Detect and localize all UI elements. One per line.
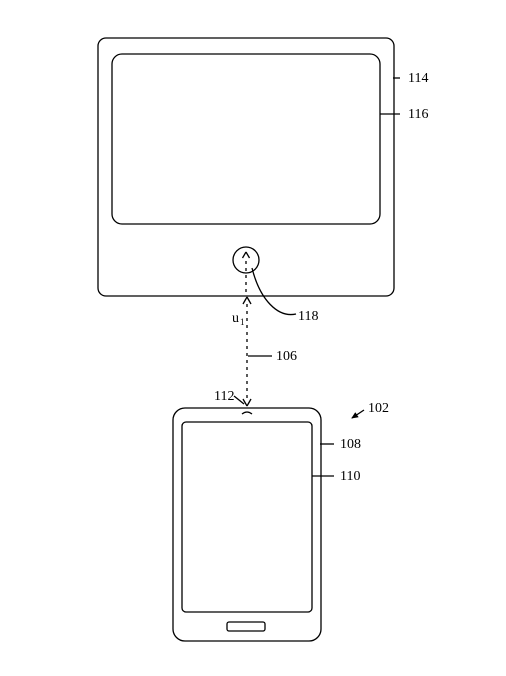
ref-110-label: 110 [340,469,360,484]
gap-arrow-head-top [243,297,247,304]
ref-106-label: 106 [276,349,297,364]
gap-arrow-head-bottom [243,399,247,406]
internal-arrow-head [243,252,247,258]
u1-label: u1 [232,311,245,327]
gap-arrow-head-bottom [247,399,251,406]
lower-device-home-button [227,622,265,631]
ref-112-leader [234,396,244,404]
ref-108-label: 108 [340,437,361,452]
ref-102-leader [352,410,364,418]
ref-114-label: 114 [408,71,428,86]
upper-device-screen [112,54,380,224]
lower-device-speaker [242,412,252,414]
ref-112-label: 112 [214,389,234,404]
ref-118-leader [252,268,296,315]
ref-102-label: 102 [368,401,389,416]
patent-figure: 114 116 106 112 108 110 118 u1 102 [0,0,506,676]
ref-116-label: 116 [408,107,428,122]
ref-118-label: 118 [298,309,318,324]
gap-arrow-head-top [247,297,251,304]
internal-arrow-head [246,252,250,258]
lower-device-screen [182,422,312,612]
upper-device-outer [98,38,394,296]
lower-device-outer [173,408,321,641]
